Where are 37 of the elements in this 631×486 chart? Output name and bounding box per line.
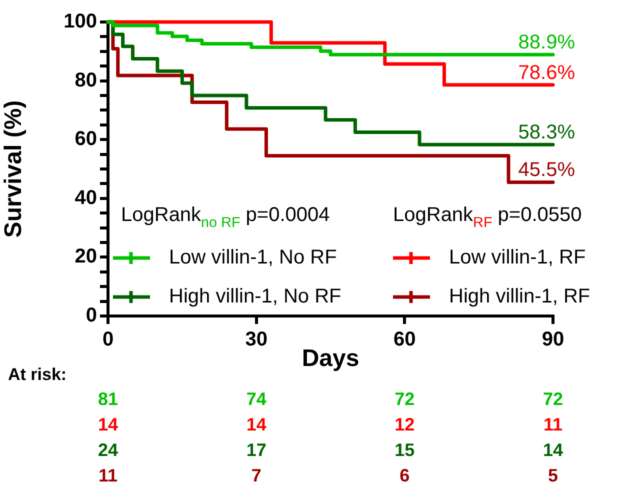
text: 81: [98, 389, 118, 409]
text: 6: [400, 466, 410, 486]
data-label: 78.6%: [518, 62, 576, 84]
data-label: 45.5%: [518, 159, 576, 182]
text: 5: [548, 466, 558, 486]
y-tick-label: 100: [64, 10, 97, 33]
y-tick-label: 0: [86, 304, 97, 327]
x-tick-label: 60: [394, 328, 416, 351]
x-tick-label: 90: [542, 328, 564, 351]
y-tick-label: 60: [74, 128, 97, 150]
y-axis-title: Survival (%): [0, 100, 28, 238]
data-label: 58.3%: [518, 122, 576, 144]
text: 12: [394, 414, 415, 434]
y-tick-label: 20: [74, 246, 97, 268]
text: 15: [394, 440, 415, 460]
data-label: 88.9%: [518, 32, 576, 54]
text: 17: [246, 440, 266, 460]
legend-label: Low villin-1, No RF: [169, 246, 337, 269]
x-tick-label: 30: [245, 328, 268, 351]
legend-label: Low villin-1, RF: [449, 246, 586, 269]
y-tick-label: 80: [74, 69, 97, 92]
y-tick-label: 40: [74, 186, 97, 209]
legend-label: High villin-1, No RF: [169, 286, 342, 308]
text: 7: [251, 466, 262, 486]
text: 14: [98, 414, 118, 434]
text: 72: [542, 389, 564, 409]
text: 14: [246, 414, 266, 434]
x-tick-label: 0: [102, 328, 114, 351]
text: 74: [246, 389, 266, 409]
text: 72: [394, 389, 415, 409]
text: At risk:: [8, 365, 67, 384]
text: 24: [98, 440, 118, 460]
text: 14: [542, 440, 564, 460]
legend-label: High villin-1, RF: [449, 286, 590, 308]
x-axis-title: Days: [302, 345, 360, 372]
text: 11: [98, 466, 118, 486]
text: 11: [543, 414, 563, 434]
